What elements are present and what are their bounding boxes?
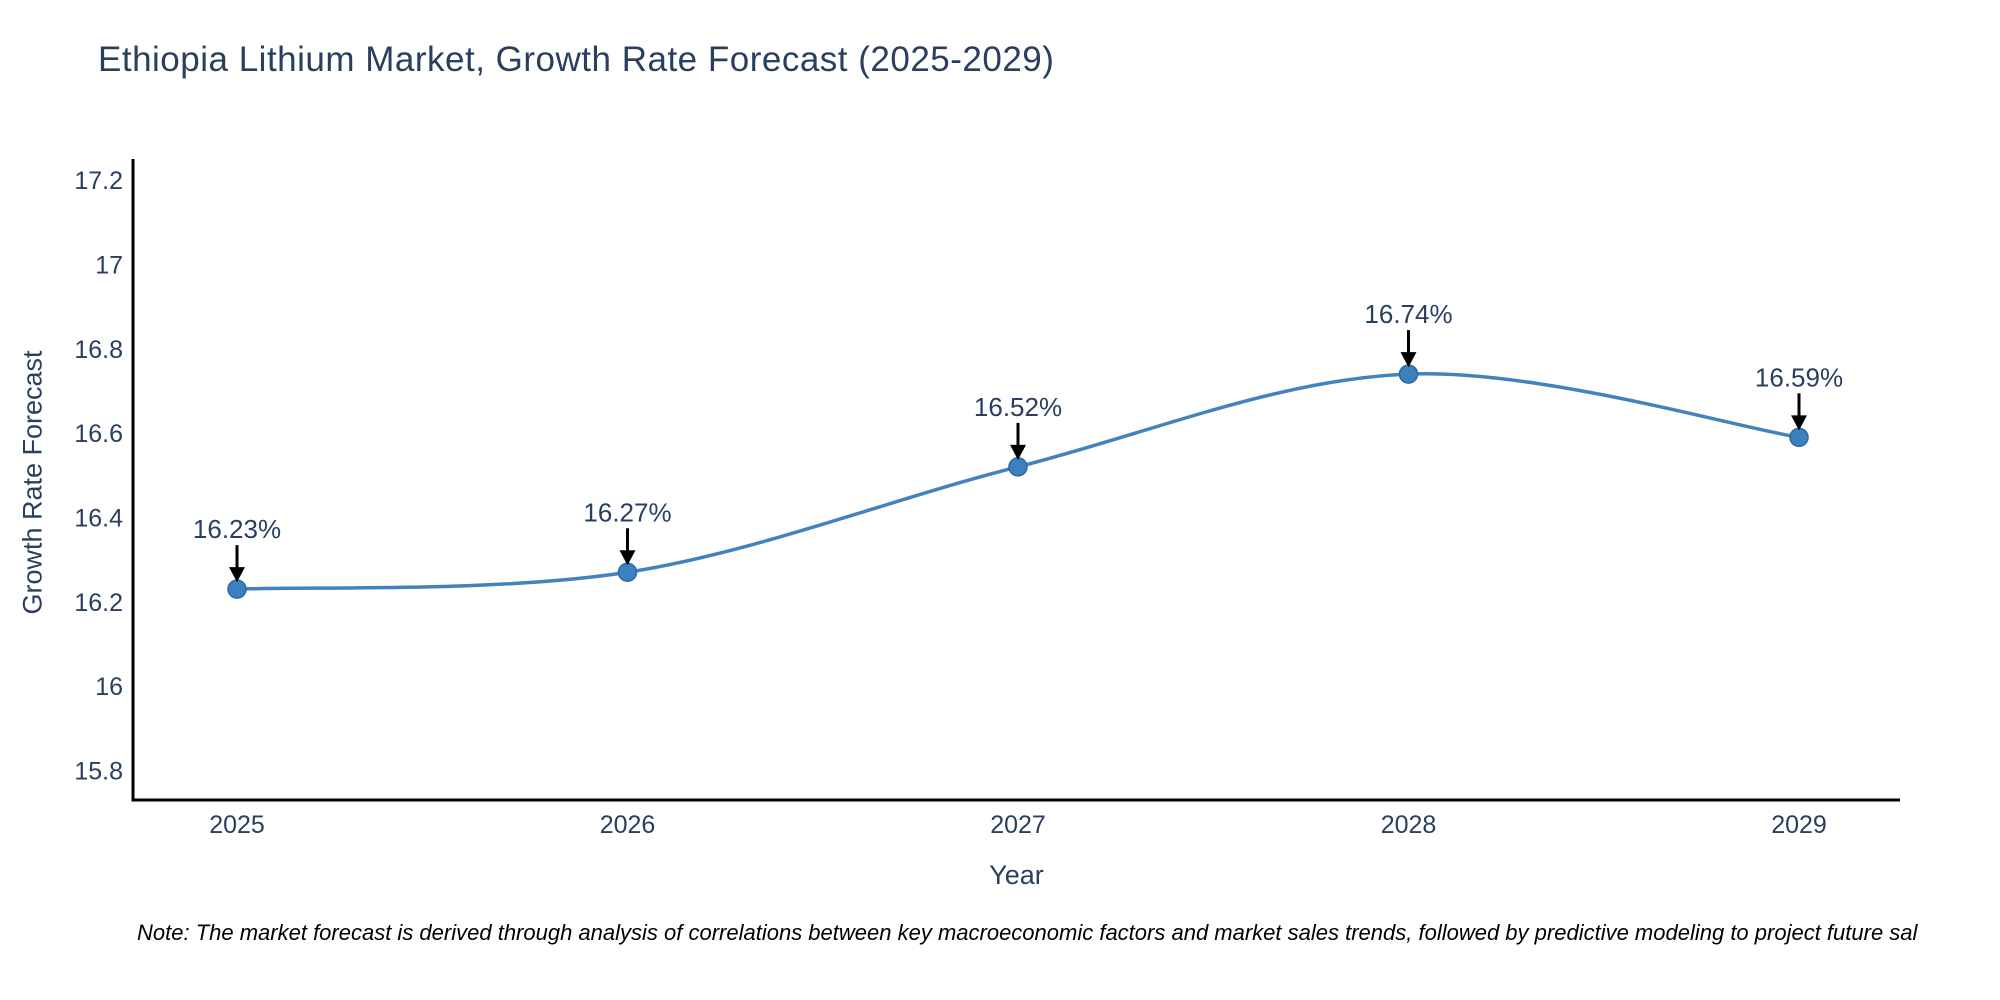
y-tick-label: 17.2 [74, 167, 123, 195]
x-tick-label: 2027 [990, 811, 1046, 839]
data-point-label: 16.27% [583, 497, 671, 527]
data-point-marker [227, 579, 247, 599]
y-axis-title: Growth Rate Forecast [17, 350, 48, 615]
footnote: Note: The market forecast is derived thr… [137, 920, 1918, 945]
y-tick-label: 17 [95, 251, 123, 279]
annotation-arrowhead [1791, 415, 1807, 431]
x-tick-label: 2026 [600, 811, 656, 839]
y-tick-label: 16.6 [74, 420, 123, 448]
annotation-arrowhead [1010, 444, 1026, 460]
y-tick-label: 16.8 [74, 336, 123, 364]
annotation-arrowhead [619, 550, 636, 566]
annotation-arrowhead [229, 567, 245, 583]
x-axis-title: Year [989, 860, 1044, 890]
data-point-marker [617, 562, 638, 583]
chart-title: Ethiopia Lithium Market, Growth Rate For… [98, 40, 1055, 79]
data-point-label: 16.59% [1755, 362, 1843, 392]
data-point-marker [1008, 457, 1028, 477]
data-point-label: 16.23% [193, 514, 281, 544]
data-point-label: 16.52% [974, 392, 1062, 422]
y-tick-label: 15.8 [74, 757, 123, 785]
data-point-marker [1398, 364, 1419, 384]
x-tick-label: 2028 [1381, 811, 1437, 839]
data-point-label: 16.74% [1364, 299, 1452, 329]
x-tick-label: 2025 [209, 811, 265, 839]
data-point-marker [1789, 427, 1809, 448]
y-tick-label: 16.4 [74, 504, 123, 532]
annotation-arrowhead [1400, 352, 1417, 368]
x-tick-label: 2029 [1771, 811, 1827, 839]
y-tick-label: 16.2 [74, 589, 123, 617]
y-tick-label: 16 [95, 673, 123, 701]
